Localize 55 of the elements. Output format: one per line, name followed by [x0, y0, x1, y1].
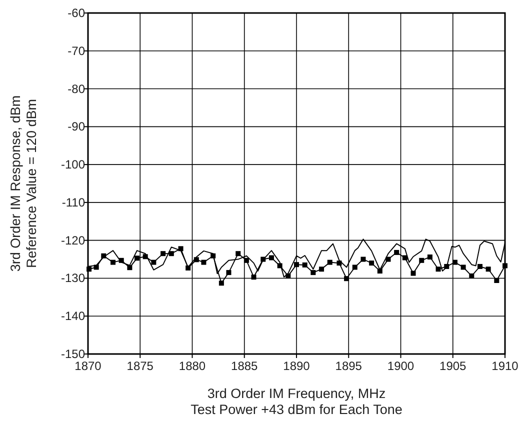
point — [452, 260, 458, 265]
point — [410, 270, 416, 276]
point — [352, 264, 358, 270]
point — [236, 251, 241, 256]
y-tick-label: -120 — [60, 233, 86, 248]
point — [110, 260, 116, 265]
x-tick-label: 1890 — [283, 359, 310, 373]
x-tick-label: 1895 — [335, 359, 362, 373]
y-tick-label: -70 — [68, 44, 86, 58]
y-tick-label: -80 — [68, 82, 86, 96]
point — [469, 273, 474, 278]
point — [294, 262, 299, 268]
point — [201, 260, 206, 265]
x-tick-label: 1885 — [231, 359, 258, 373]
point — [302, 262, 308, 268]
point — [419, 258, 424, 263]
point — [386, 256, 391, 262]
y-tick-label: -100 — [60, 158, 86, 172]
point — [244, 258, 249, 263]
point — [360, 256, 366, 262]
point — [460, 264, 466, 270]
point — [268, 255, 274, 260]
point — [394, 250, 400, 255]
y-tick-label: -150 — [60, 347, 86, 361]
x-tick-label: 1905 — [440, 359, 467, 373]
point — [436, 266, 441, 272]
y-tick-label: -60 — [68, 6, 86, 20]
x-tick-label: 1880 — [178, 359, 206, 373]
y-tick-label: -140 — [60, 309, 86, 324]
x-tick-label: 1870 — [74, 359, 102, 373]
x-axis-title: 3rd Order IM Frequency, MHz Test Power +43 dBm for Each Tone — [190, 386, 402, 417]
y-axis-title: 3rd Order IM Response, dBm Reference Value = 120 dBm — [8, 95, 39, 272]
x-tick-label: 1875 — [126, 359, 154, 373]
point — [151, 260, 156, 265]
point — [226, 270, 232, 276]
x-tick-label: 1900 — [387, 359, 414, 373]
y-tick-label: -130 — [60, 271, 86, 286]
point — [402, 255, 408, 260]
point — [427, 254, 432, 260]
point — [344, 276, 350, 282]
point — [327, 260, 332, 265]
point — [160, 251, 166, 256]
point — [477, 264, 482, 269]
y-tick-label: -90 — [68, 120, 86, 134]
point — [310, 270, 316, 276]
point — [134, 256, 140, 261]
point — [369, 260, 374, 266]
point — [168, 251, 174, 256]
point — [319, 266, 324, 272]
y-tick-label: -110 — [62, 195, 86, 210]
point — [486, 266, 491, 272]
point — [251, 274, 256, 280]
x-tick-label: 1910 — [492, 359, 519, 373]
point — [127, 265, 132, 270]
point — [218, 280, 224, 286]
